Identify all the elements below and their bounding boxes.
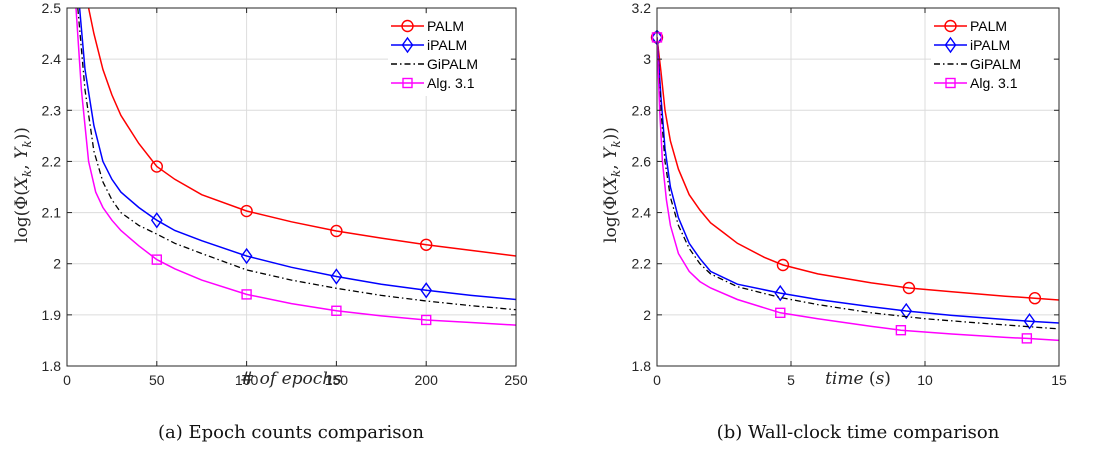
y-tick-label: 2.1 <box>42 205 62 221</box>
series-layer <box>75 8 516 326</box>
legend-ipalm-marker-0 <box>944 36 957 54</box>
y-tick-label: 2 <box>643 307 651 323</box>
ipalm-line <box>657 37 1059 324</box>
alg-3-1-marker-0 <box>151 254 163 265</box>
palm-marker-3 <box>1028 292 1042 305</box>
x-tick-label: 250 <box>504 372 528 388</box>
legend-ipalm-marker-0 <box>401 36 414 54</box>
ipalm-marker-2 <box>900 302 913 320</box>
x-tick-label: 200 <box>415 372 439 388</box>
gipalm-line <box>657 37 1059 330</box>
y-tick-label: 2.4 <box>632 205 652 221</box>
legend-alg-3-1-marker-0 <box>402 77 413 89</box>
y-tick-label: 1.9 <box>42 307 62 323</box>
alg-3-1-line <box>75 8 516 326</box>
axes-box <box>656 7 1060 367</box>
legend-palm-marker-0 <box>944 19 957 33</box>
axes-box <box>66 7 517 367</box>
series-ipalm <box>78 8 516 301</box>
palm-marker-2 <box>330 224 343 238</box>
series-gipalm <box>77 8 516 311</box>
legend-label-gipalm: GiPALM <box>427 56 478 72</box>
ipalm-marker-1 <box>774 284 787 302</box>
legend-label-alg-3-1: Alg. 3.1 <box>427 75 475 91</box>
legend-label-alg-3-1: Alg. 3.1 <box>970 75 1018 91</box>
legend: PALM iPALM GiPALM Alg. 3.1 <box>388 14 510 96</box>
y-tick-label: 2.2 <box>632 256 652 272</box>
x-tick-label: 0 <box>63 372 71 388</box>
y-tick-label: 1.8 <box>632 358 652 374</box>
alg-3-1-marker-1 <box>775 307 786 319</box>
chart-wallclock: 0 5 10 15 1.8 2 2.2 2.4 2.6 2.8 3 3.2 PALM iPALM GiPA… <box>601 0 1067 443</box>
ipalm-marker-3 <box>420 282 433 299</box>
tick-labels: 0 50 100 150 200 250 1.8 1.9 2 2.1 2.2 2.3 2.4 2.5 <box>42 0 528 388</box>
x-tick-label: 15 <box>1051 372 1067 388</box>
x-axis-label: # of epochs <box>240 369 342 389</box>
ipalm-marker-0 <box>150 212 163 229</box>
legend-palm-marker-0 <box>401 19 414 33</box>
y-tick-label: 2.4 <box>42 51 62 67</box>
ipalm-marker-2 <box>330 268 343 285</box>
series-palm <box>87 8 516 257</box>
palm-marker-2 <box>902 281 916 295</box>
x-tick-label: 10 <box>917 372 933 388</box>
x-tick-label: 50 <box>149 372 165 388</box>
palm-line <box>657 37 1059 301</box>
legend-label-ipalm: iPALM <box>970 37 1010 53</box>
x-tick-label: 100 <box>235 372 259 388</box>
y-tick-label: 2.2 <box>42 153 62 169</box>
legend-label-palm: PALM <box>427 18 464 34</box>
series-alg-3-1 <box>75 8 516 326</box>
alg-3-1-line <box>657 37 1059 342</box>
palm-marker-3 <box>420 238 433 251</box>
y-tick-label: 3 <box>643 51 651 67</box>
palm-line <box>87 8 516 257</box>
alg-3-1-marker-2 <box>331 305 342 316</box>
gipalm-line <box>77 8 516 311</box>
y-tick-label: 2.8 <box>632 102 652 118</box>
ipalm-line <box>78 8 516 301</box>
alg-3-1-marker-1 <box>241 289 252 300</box>
y-tick-label: 2.3 <box>42 102 62 118</box>
x-axis-label: time (s) <box>825 369 891 389</box>
legend: PALM iPALM GiPALM Alg. 3.1 <box>931 14 1053 96</box>
caption: (a) Epoch counts comparison <box>158 422 424 443</box>
alg-3-1-marker-3 <box>1021 333 1033 344</box>
legend-label-palm: PALM <box>970 18 1007 34</box>
series-gipalm <box>657 37 1059 330</box>
legend-label-gipalm: GiPALM <box>970 56 1021 72</box>
legend-alg-3-1-marker-0 <box>945 77 956 89</box>
x-tick-label: 150 <box>325 372 349 388</box>
ipalm-marker-3 <box>1023 313 1036 330</box>
y-tick-label: 1.8 <box>42 358 62 374</box>
palm-marker-1 <box>240 204 253 218</box>
legend-label-ipalm: iPALM <box>427 37 467 53</box>
ipalm-marker-1 <box>240 247 253 265</box>
x-tick-label: 0 <box>653 372 661 388</box>
alg-3-1-marker-3 <box>421 314 432 326</box>
y-tick-label: 2.6 <box>632 153 652 169</box>
palm-marker-0 <box>150 160 164 173</box>
palm-marker-1 <box>776 258 790 272</box>
x-tick-label: 5 <box>787 372 795 388</box>
alg-3-1-marker-2 <box>895 325 907 336</box>
y-axis-label: log(Φ(Xk, Yk)) <box>12 127 34 243</box>
y-tick-label: 3.2 <box>632 0 652 16</box>
chart-epochs: 0 50 100 150 200 250 1.8 1.9 2 2.1 2.2 2.3 2.4 2.5 PA… <box>12 0 528 443</box>
y-tick-label: 2.5 <box>42 0 62 16</box>
caption: (b) Wall-clock time comparison <box>717 422 1000 443</box>
tick-labels: 0 5 10 15 1.8 2 2.2 2.4 2.6 2.8 3 3.2 <box>632 0 1067 388</box>
y-tick-label: 2 <box>53 256 61 272</box>
y-axis-label: log(Φ(Xk, Yk)) <box>601 127 623 243</box>
